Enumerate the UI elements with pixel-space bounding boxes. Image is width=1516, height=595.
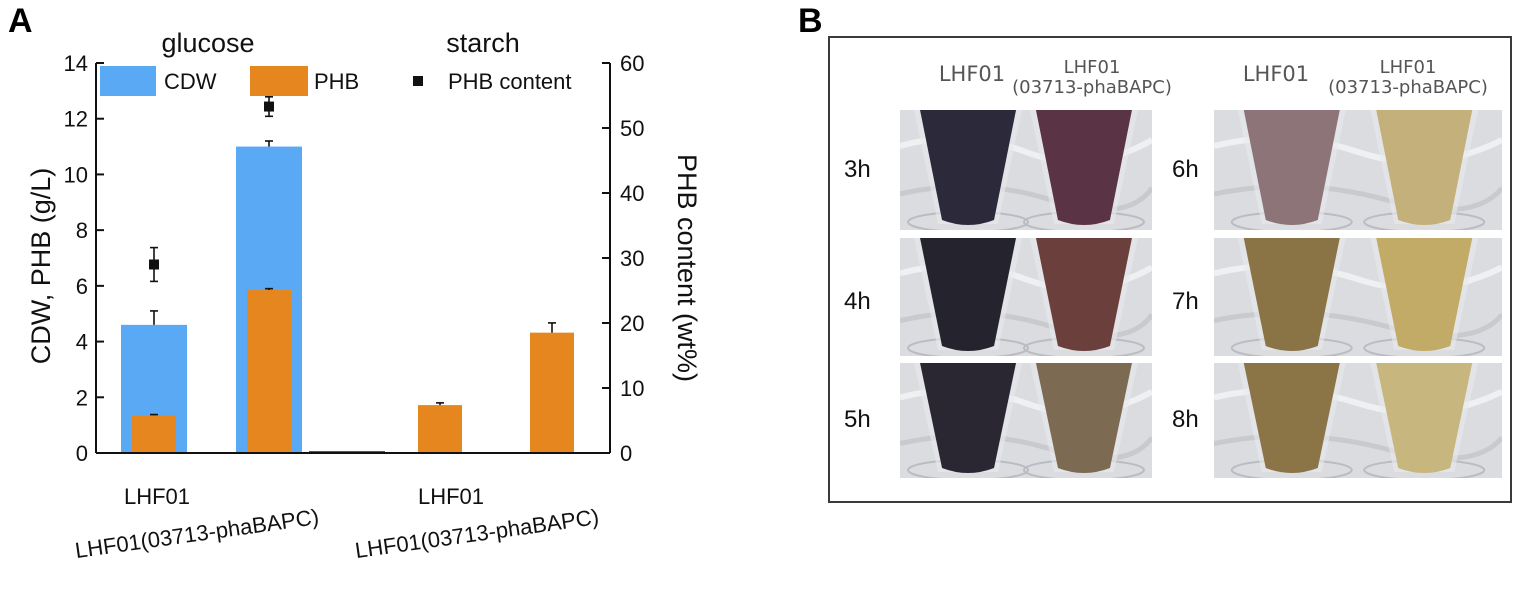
phb-content-point [264, 101, 274, 112]
tube-photo-right-row2 [1214, 238, 1502, 356]
phb-bar [530, 332, 574, 453]
strain-header-left-2-line2: (03713-phaBAPC) [1012, 77, 1172, 99]
category-label: LHF01(03713-phaBAPC) [74, 504, 321, 563]
tube-photo-right-row3 [1214, 363, 1502, 478]
legend-swatch-cdw [100, 66, 156, 96]
y-left-tick-label: 10 [64, 162, 88, 187]
strain-header-right-2: LHF01 (03713-phaBAPC) [1314, 57, 1502, 99]
y-left-tick-label: 8 [76, 218, 88, 243]
phb-bar [247, 290, 291, 453]
strain-header-right-2-line1: LHF01 [1379, 57, 1437, 78]
group-label: glucose [161, 28, 254, 58]
legend-label-phb-content: PHB content [448, 69, 572, 94]
panel-b-letter: B [798, 2, 823, 40]
category-label: LHF01 [124, 484, 190, 509]
panel-a-letter: A [8, 2, 33, 40]
strain-header-right-1: LHF01 [1242, 62, 1310, 86]
y-left-tick-label: 2 [76, 385, 88, 410]
y-axis-left-label: CDW, PHB (g/L) [26, 168, 56, 365]
legend-swatch-phb [250, 66, 308, 96]
tube-photo-panel: LHF01 LHF01 (03713-phaBAPC) LHF01 LHF01 … [828, 36, 1512, 503]
y-left-tick-label: 14 [64, 51, 88, 76]
y-right-tick-label: 40 [620, 181, 644, 206]
time-label-5h: 5h [844, 406, 871, 433]
y-right-tick-label: 60 [620, 51, 644, 76]
y-right-tick-label: 0 [620, 441, 632, 466]
time-label-3h: 3h [844, 156, 871, 183]
y-right-tick-label: 20 [620, 311, 644, 336]
y-left-tick-label: 6 [76, 274, 88, 299]
tube-photo-left-row1 [900, 110, 1152, 230]
category-label: LHF01 [418, 484, 484, 509]
y-right-tick-label: 10 [620, 376, 644, 401]
y-right-tick-label: 50 [620, 116, 644, 141]
y-right-tick-label: 30 [620, 246, 644, 271]
group-label: starch [446, 28, 520, 58]
tube-photo-left-row2 [900, 238, 1152, 356]
strain-header-left-2-line1: LHF01 [1063, 57, 1121, 78]
tube-photo-left-row3 [900, 363, 1152, 478]
legend-label-phb: PHB [314, 69, 359, 94]
time-label-7h: 7h [1172, 288, 1199, 315]
time-label-8h: 8h [1172, 406, 1199, 433]
legend-label-cdw: CDW [164, 69, 217, 94]
y-axis-right-label: PHB content (wt%) [672, 154, 702, 382]
phb-content-point [149, 259, 159, 270]
strain-header-left-1: LHF01 [938, 62, 1006, 86]
y-left-tick-label: 4 [76, 330, 88, 355]
strain-header-right-2-line2: (03713-phaBAPC) [1328, 77, 1488, 99]
time-label-6h: 6h [1172, 156, 1199, 183]
legend-marker-phb-content [413, 76, 423, 86]
y-left-tick-label: 0 [76, 441, 88, 466]
time-label-4h: 4h [844, 288, 871, 315]
category-label: LHF01(03713-phaBAPC) [354, 504, 601, 563]
tube-photo-right-row1 [1214, 110, 1502, 230]
phb-bar [418, 405, 462, 453]
y-left-tick-label: 12 [64, 107, 88, 132]
phb-bar-chart: 0 2 4 6 8 10 12 14 0 10 20 30 40 50 60 CDW, PHB (g/L) PH… [26, 28, 702, 563]
phb-bar [132, 415, 176, 453]
strain-header-left-2: LHF01 (03713-phaBAPC) [998, 57, 1186, 99]
